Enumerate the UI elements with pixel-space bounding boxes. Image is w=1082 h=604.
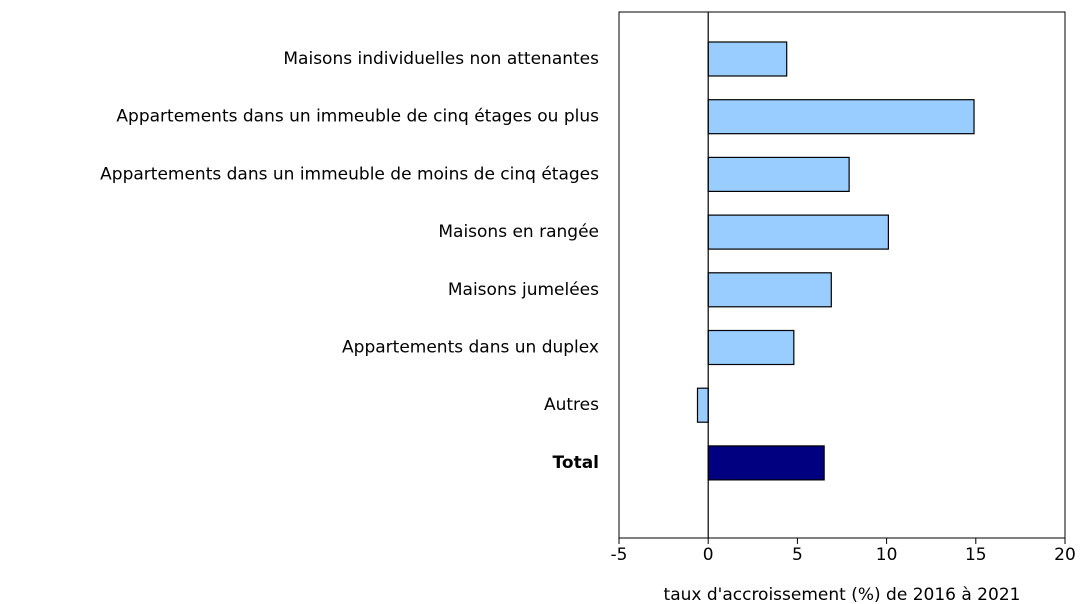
x-axis-label: taux d'accroissement (%) de 2016 à 2021	[664, 585, 1021, 604]
x-tick-label: 5	[792, 545, 803, 565]
y-tick-label: Appartements dans un immeuble de moins d…	[100, 164, 599, 184]
x-tick-label: 0	[703, 545, 714, 565]
bar	[707, 329, 795, 366]
bar	[707, 99, 975, 135]
bar	[707, 41, 788, 77]
plot-frame	[618, 11, 1066, 539]
y-tick-label: Total	[553, 453, 599, 473]
x-tick-label: 15	[965, 545, 987, 565]
x-tick-label: 10	[876, 545, 898, 565]
bar	[707, 214, 889, 250]
x-tick-label: 20	[1054, 545, 1076, 565]
y-tick-label: Appartements dans un duplex	[342, 338, 599, 358]
y-tick-label: Maisons individuelles non attenantes	[283, 49, 599, 69]
y-tick-label: Appartements dans un immeuble de cinq ét…	[116, 107, 599, 127]
y-tick-label: Maisons jumelées	[448, 280, 599, 300]
bar	[707, 156, 850, 192]
bar	[707, 272, 832, 308]
bar	[707, 445, 825, 481]
y-tick-label: Maisons en rangée	[438, 222, 599, 242]
x-tick-label: -5	[611, 545, 628, 565]
y-tick-label: Autres	[544, 395, 599, 415]
bar	[696, 387, 709, 423]
